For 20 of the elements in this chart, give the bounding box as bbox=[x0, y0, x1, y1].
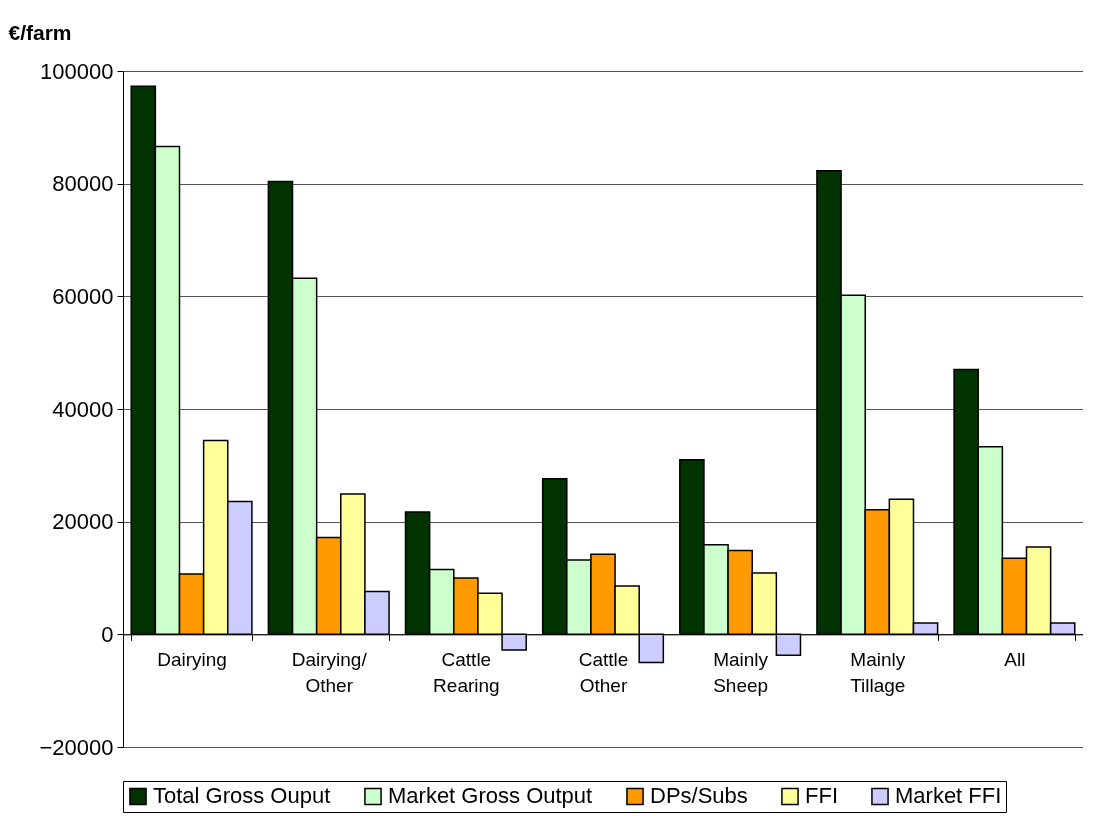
y-tick-label: 0 bbox=[101, 621, 114, 647]
x-tick-label: All bbox=[1004, 648, 1026, 670]
y-tick-label: −20000 bbox=[39, 734, 114, 760]
x-tick-label: Cattle Other bbox=[578, 648, 629, 696]
y-tick-label: 100000 bbox=[40, 58, 114, 84]
y-axis-title: €/farm bbox=[8, 20, 72, 44]
legend-label: Market FFI bbox=[895, 783, 1002, 809]
x-tick-label: Dairying bbox=[157, 648, 227, 670]
y-tick-label: 60000 bbox=[52, 283, 114, 309]
y-tick-label: 80000 bbox=[52, 171, 114, 197]
x-tick-label: Dairying/ Other bbox=[291, 648, 368, 696]
legend-label: Total Gross Ouput bbox=[153, 783, 331, 809]
x-tick-label: Mainly Tillage bbox=[850, 648, 906, 696]
x-tick-label: Mainly Sheep bbox=[713, 648, 769, 696]
legend-label: Market Gross Output bbox=[388, 783, 593, 809]
x-tick-label: Cattle Rearing bbox=[433, 648, 500, 696]
legend-label: DPs/Subs bbox=[650, 783, 748, 809]
y-tick-label: 20000 bbox=[52, 509, 114, 535]
y-tick-label: 40000 bbox=[52, 396, 114, 422]
legend-label: FFI bbox=[805, 783, 838, 809]
